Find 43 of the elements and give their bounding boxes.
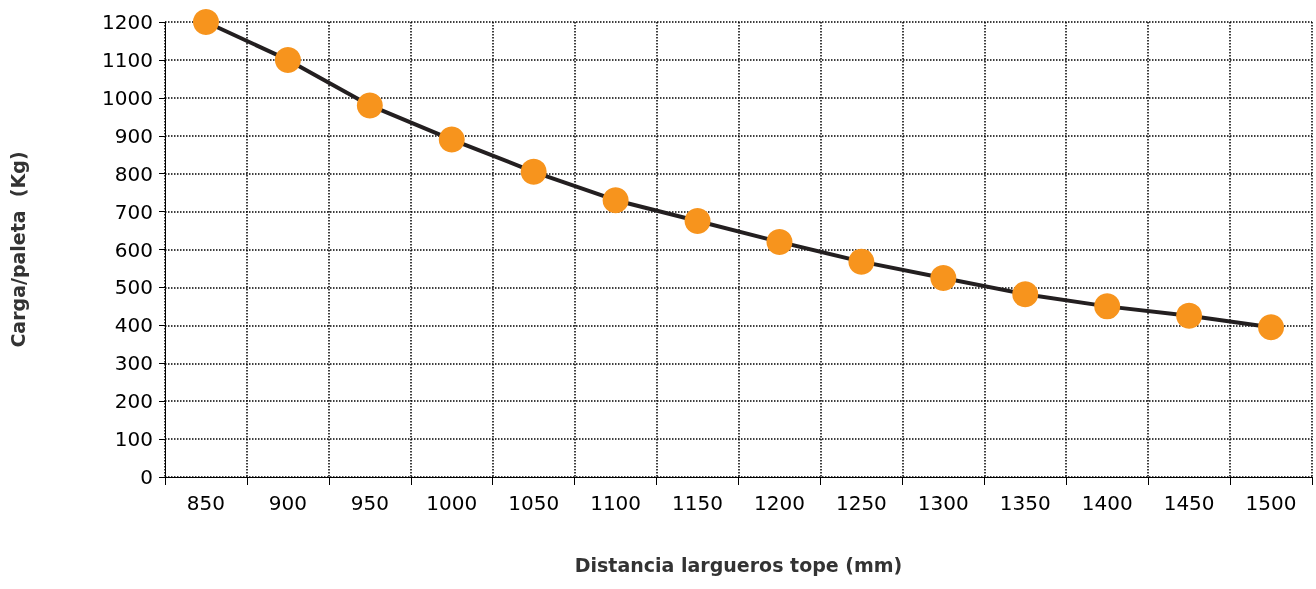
x-tick-label: 1050: [508, 491, 560, 515]
point: [848, 248, 875, 275]
y-tick-label: 800: [114, 161, 153, 186]
point: [1012, 281, 1039, 308]
y-tick-label: 200: [114, 389, 153, 414]
y-tick-label: 0: [140, 465, 153, 489]
y-tick-label: 300: [114, 351, 153, 376]
point: [356, 92, 383, 119]
point: [602, 187, 629, 214]
x-tick-label: 1400: [1081, 491, 1133, 515]
x-tick-label: 1450: [1163, 491, 1215, 515]
point: [1258, 314, 1285, 341]
x-tick-label: 1000: [426, 491, 478, 515]
y-axis-title: Carga/paleta (Kg): [6, 151, 29, 348]
x-tick-label: 900: [268, 491, 307, 515]
x-tick-label: 1200: [754, 491, 805, 515]
point: [1094, 293, 1121, 320]
point: [520, 158, 547, 185]
point: [438, 126, 465, 153]
y-tick-label: 600: [114, 237, 153, 262]
y-tick-label: 100: [114, 427, 153, 452]
x-tick-label: 950: [350, 491, 389, 515]
y-tick-label: 1100: [102, 47, 153, 72]
y-tick-label: 900: [114, 123, 153, 148]
point: [1176, 302, 1203, 329]
x-tick-label: 1100: [590, 491, 642, 515]
y-tick-label: 700: [114, 199, 153, 224]
x-tick-label: 1500: [1245, 491, 1297, 515]
point: [192, 9, 219, 35]
point: [274, 46, 301, 73]
x-axis-title: Distancia largueros tope (mm): [574, 553, 903, 576]
y-tick-label: 1000: [102, 85, 153, 110]
x-tick-label: 850: [186, 491, 226, 515]
point: [684, 208, 711, 235]
y-tick-label: 400: [114, 313, 153, 338]
y-tick-label: 1200: [102, 10, 153, 34]
x-tick-label: 1300: [917, 491, 969, 515]
x-tick-label: 1350: [999, 491, 1051, 515]
point: [930, 264, 957, 291]
y-tick-label: 500: [114, 275, 153, 300]
x-tick-label: 1250: [835, 491, 887, 515]
x-tick-label: 1150: [672, 491, 723, 515]
point: [766, 228, 793, 255]
